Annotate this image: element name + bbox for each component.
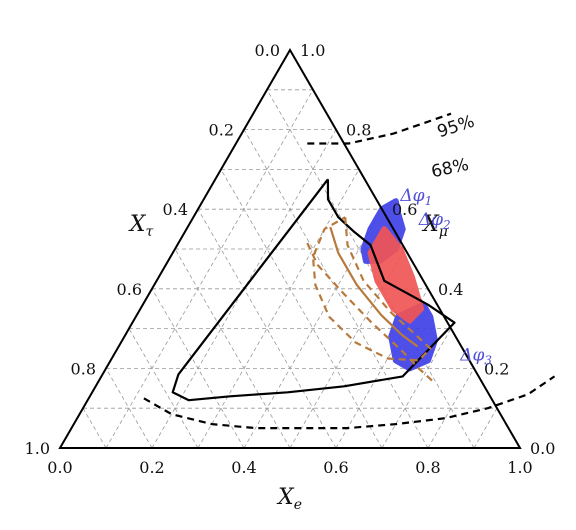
- right-tick-label: 0.6: [392, 200, 417, 219]
- bottom-tick-label: 0.6: [323, 458, 348, 477]
- bottom-tick-label: 0.0: [47, 458, 72, 477]
- right-tick-label: 0.2: [484, 359, 509, 378]
- contour-68-line: [329, 226, 419, 348]
- right-tick-label: 0.0: [530, 439, 555, 458]
- delta-phi-3-label: Δφ3: [459, 345, 492, 367]
- grid-line: [266, 89, 475, 449]
- left-tick-label: 1.0: [25, 439, 50, 458]
- contour-95-line: [311, 216, 432, 362]
- bottom-tick-label: 0.2: [139, 458, 164, 477]
- grid-line: [197, 169, 360, 449]
- left-tick-label: 0.8: [71, 359, 96, 378]
- bottom-tick-label: 1.0: [507, 458, 532, 477]
- left-tick-label: 0.4: [163, 200, 188, 219]
- right-tick-label: 1.0: [300, 41, 325, 60]
- grid-line: [151, 288, 245, 449]
- grid-line: [105, 89, 314, 449]
- left-tick-label: 0.2: [209, 121, 234, 140]
- delta-phi-2-label: Δφ2: [418, 210, 451, 232]
- x-e-axis-title: Xe: [276, 485, 302, 513]
- region-delta-phi-2: [367, 226, 425, 324]
- grid-line: [335, 288, 429, 449]
- contour-95-line: [306, 242, 435, 384]
- left-tick-label: 0.0: [255, 41, 280, 60]
- grid-line: [381, 328, 452, 449]
- contour-95-line: [307, 112, 452, 145]
- grid-line: [128, 328, 199, 449]
- right-tick-label: 0.8: [346, 121, 371, 140]
- contour-68-label: 68%: [429, 155, 470, 182]
- contour-95-line: [143, 375, 556, 430]
- grid-line: [220, 169, 383, 449]
- right-tick-label: 0.4: [438, 280, 463, 299]
- contour-lines: [143, 112, 556, 430]
- grid-line: [174, 248, 291, 449]
- grid-line: [473, 407, 498, 449]
- tick-labels: 0.0 0.2 0.4 0.6 0.8 1.00.00.20.40.60.81.01.00…: [25, 41, 556, 477]
- grid-line: [82, 407, 107, 449]
- grid-line: [105, 368, 153, 449]
- bottom-tick-label: 0.4: [231, 458, 256, 477]
- x-tau-axis-title: Xτ: [128, 212, 154, 240]
- ternary-frame: [58, 48, 522, 449]
- grid-lines: [82, 89, 498, 449]
- left-tick-label: 0.6: [117, 280, 142, 299]
- bottom-tick-label: 0.8: [415, 458, 440, 477]
- grid-line: [427, 368, 475, 449]
- delta-phi-1-label: Δφ1: [399, 186, 432, 208]
